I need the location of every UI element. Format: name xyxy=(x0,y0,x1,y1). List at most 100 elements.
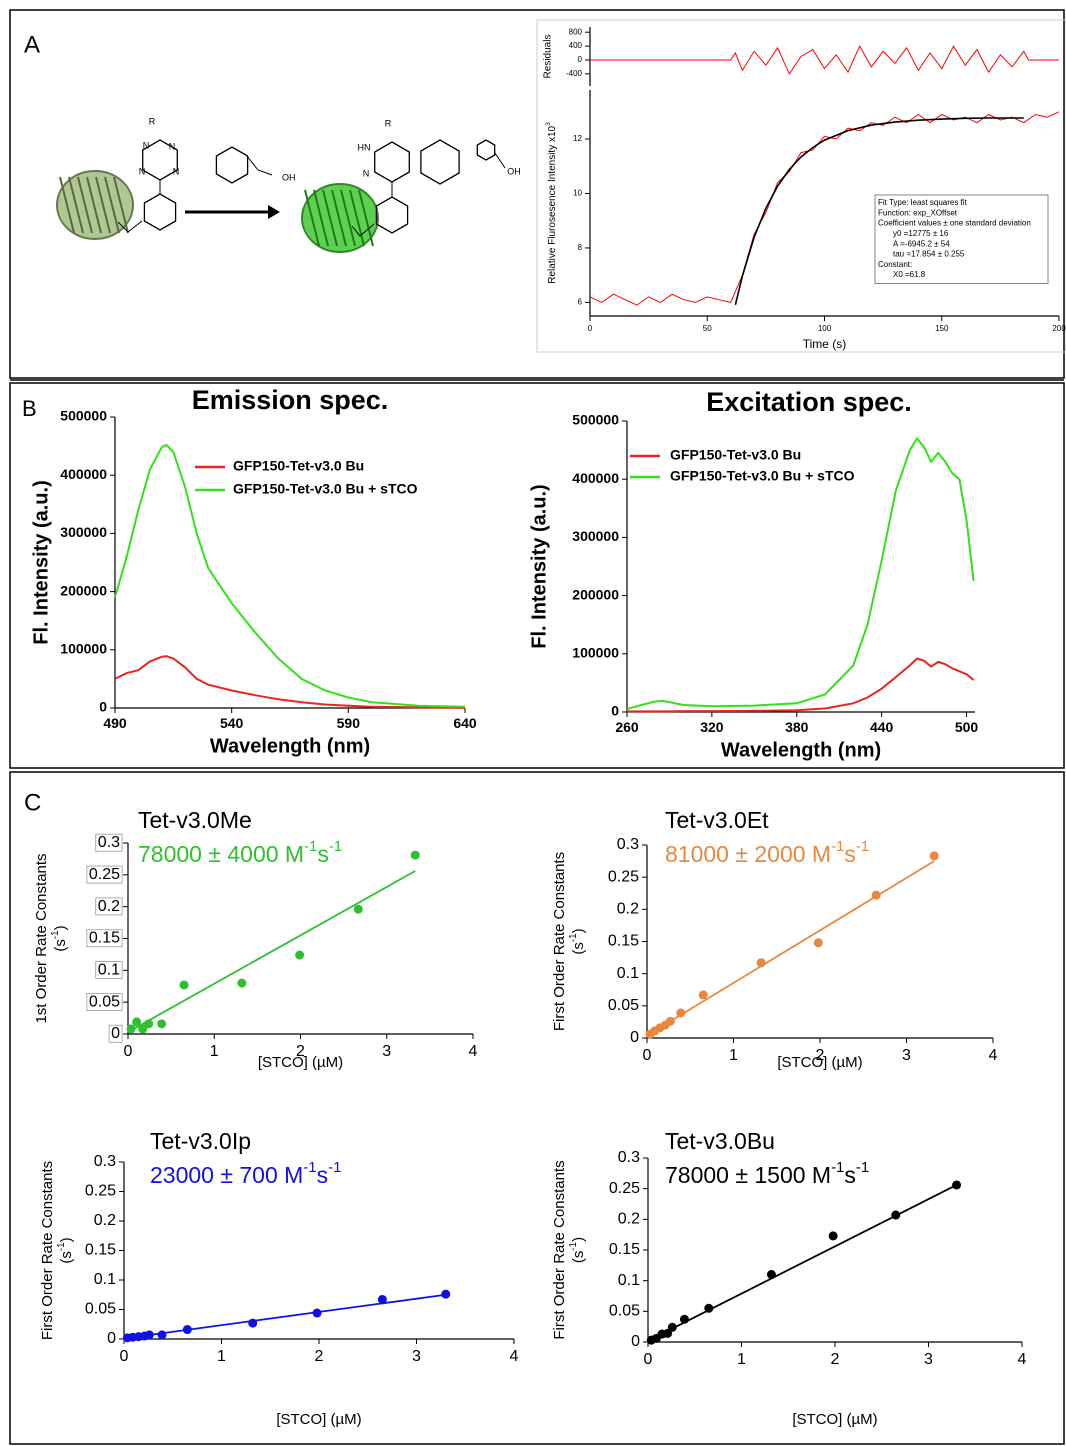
data-point xyxy=(138,1024,148,1034)
y-tick-label: 10 xyxy=(573,189,582,198)
ring xyxy=(420,139,460,185)
data-point xyxy=(237,978,247,988)
x-tick-label: 1 xyxy=(217,1348,226,1365)
panel-a-frame xyxy=(9,9,1065,379)
data-point xyxy=(410,850,420,860)
x-tick-label: 540 xyxy=(220,715,244,731)
legend-label: GFP150-Tet-v3.0 Bu + sTCO xyxy=(233,481,418,497)
y-axis-label-part: First Order Rate Constants xyxy=(39,1161,56,1340)
y-tick-label: 0.05 xyxy=(89,993,120,1010)
y-tick-label: 12 xyxy=(573,134,582,143)
y-tick-label: 8 xyxy=(578,243,583,252)
data-point xyxy=(756,958,766,968)
chart-subtitle-part: -1 xyxy=(831,838,844,855)
x-tick-label: 500 xyxy=(955,719,979,735)
fit-line xyxy=(647,1184,957,1342)
protein-strand xyxy=(68,176,84,234)
x-tick-label: 2 xyxy=(831,1351,840,1368)
y-tick-label: 0.2 xyxy=(618,1211,640,1228)
y-tick-label: 0.25 xyxy=(608,868,639,885)
x-tick-label: 3 xyxy=(382,1043,391,1060)
y-tick-label: 0.1 xyxy=(94,1271,116,1288)
y-tick-label: 0.15 xyxy=(608,933,639,950)
y-axis-label-part: 3 xyxy=(545,122,552,126)
ring xyxy=(215,146,249,184)
y-tick-label: 6 xyxy=(578,297,583,306)
tick-box xyxy=(108,1024,123,1043)
panel-label: C xyxy=(24,789,41,816)
protein-strand xyxy=(304,189,320,247)
y-axis-label: (s-1) xyxy=(56,1237,75,1263)
y-tick-label: 100000 xyxy=(572,645,619,661)
x-tick-label: 380 xyxy=(785,719,809,735)
y-tick-label: 400000 xyxy=(60,466,107,482)
x-tick-label: 0 xyxy=(644,1351,653,1368)
data-point xyxy=(929,851,939,861)
tick-box xyxy=(95,833,123,852)
x-tick-label: 0 xyxy=(588,324,593,333)
y-tick-label: 0 xyxy=(99,699,107,715)
fit-info: Function: exp_XOffset xyxy=(878,208,958,217)
legend-label: GFP150-Tet-v3.0 Bu xyxy=(670,447,801,463)
x-axis-label: Wavelength (nm) xyxy=(210,735,370,757)
x-tick-label: 1 xyxy=(737,1351,746,1368)
y-axis-label-part: (s xyxy=(570,1251,587,1264)
protein-strand xyxy=(322,189,338,247)
y-axis-label: 1st Order Rate Constants xyxy=(33,853,50,1023)
fit-line xyxy=(123,1293,446,1340)
x-tick-label: 150 xyxy=(935,324,949,333)
chart-subtitle-part: s xyxy=(844,841,856,867)
x-tick-label: 3 xyxy=(902,1047,911,1064)
series-line xyxy=(626,436,975,711)
data-point xyxy=(663,1328,673,1338)
data-point xyxy=(676,1008,686,1018)
data-point xyxy=(704,1303,714,1313)
legend-label: GFP150-Tet-v3.0 Bu + sTCO xyxy=(670,468,855,484)
chart-title: Tet-v3.0Bu xyxy=(665,1128,775,1154)
panel-b-frame xyxy=(9,382,1065,769)
y-tick-label: 500000 xyxy=(572,412,619,428)
x-tick-label: 3 xyxy=(412,1348,421,1365)
chart-subtitle-part: -1 xyxy=(856,838,869,855)
fit-info: A =-6945.2 ± 54 xyxy=(893,239,950,248)
data-point xyxy=(667,1322,677,1332)
y-axis-label-part: -1 xyxy=(50,930,61,939)
y-tick-label: 0.3 xyxy=(94,1153,116,1170)
y-axis-label-part: (s xyxy=(570,942,587,955)
y-tick-label: 0 xyxy=(630,1029,639,1046)
x-tick-label: 50 xyxy=(703,324,712,333)
y-axis-label-part: First Order Rate Constants xyxy=(551,1160,568,1339)
fit-line xyxy=(646,860,935,1037)
chart-title: Tet-v3.0Et xyxy=(665,807,769,833)
data-point xyxy=(248,1318,258,1328)
y-tick-label: 300000 xyxy=(60,524,107,540)
y-axis-label-part: (s xyxy=(52,939,69,952)
panel-label: B xyxy=(22,396,37,421)
y-tick-label: 0 xyxy=(631,1333,640,1350)
data-point xyxy=(679,1314,689,1324)
bond xyxy=(494,152,506,169)
y-axis-label: Residuals xyxy=(543,35,554,79)
chart-subtitle-part: -1 xyxy=(328,1159,341,1176)
y-axis-label-part: (s xyxy=(58,1251,75,1264)
legend-label: GFP150-Tet-v3.0 Bu xyxy=(233,458,364,474)
y-axis-label: First Order Rate Constants xyxy=(39,1161,56,1340)
y-tick-label: 0.2 xyxy=(617,901,639,918)
chart-subtitle-part: s xyxy=(844,1162,856,1188)
fit-info: X0 =61.8 xyxy=(893,270,926,279)
atom-label: N xyxy=(169,141,176,151)
fit-info: Fit Type: least squares fit xyxy=(878,198,968,207)
y-tick-label: 0.15 xyxy=(85,1242,116,1259)
x-axis-label: [STCO] (µM) xyxy=(777,1054,862,1071)
x-tick-label: 4 xyxy=(469,1043,478,1060)
x-tick-label: 0 xyxy=(120,1348,129,1365)
data-point xyxy=(157,1330,167,1340)
y-tick-label: 0.05 xyxy=(609,1303,640,1320)
scheme xyxy=(185,205,280,219)
fit-box xyxy=(874,194,1049,284)
y-axis-label-part: -1 xyxy=(568,1242,579,1251)
data-point xyxy=(295,950,305,960)
tick-box xyxy=(95,961,123,979)
y-axis-label-part: -1 xyxy=(568,933,579,942)
y-tick-label: 0.25 xyxy=(609,1180,640,1197)
